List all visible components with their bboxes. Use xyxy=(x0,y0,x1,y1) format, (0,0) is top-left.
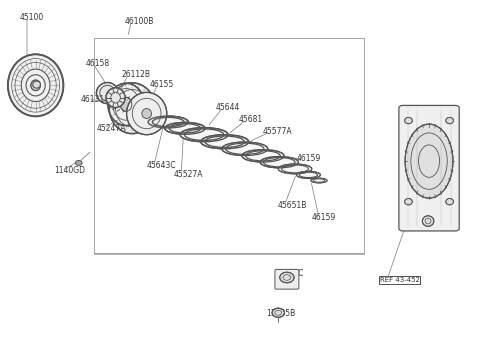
Text: 45100: 45100 xyxy=(20,13,44,22)
Text: 26112B: 26112B xyxy=(121,69,150,79)
Ellipse shape xyxy=(108,83,144,126)
Text: REF 43-452: REF 43-452 xyxy=(380,277,420,283)
Ellipse shape xyxy=(280,272,294,283)
Text: 46131: 46131 xyxy=(81,95,105,104)
Ellipse shape xyxy=(148,116,188,128)
Ellipse shape xyxy=(311,178,327,183)
Text: 46158: 46158 xyxy=(86,59,110,68)
Ellipse shape xyxy=(33,81,40,88)
Text: 45643C: 45643C xyxy=(147,161,176,170)
Ellipse shape xyxy=(405,124,453,198)
Ellipse shape xyxy=(106,88,125,108)
Text: 45681: 45681 xyxy=(239,115,263,124)
Ellipse shape xyxy=(165,122,205,134)
Ellipse shape xyxy=(297,171,321,178)
Ellipse shape xyxy=(422,216,434,226)
Ellipse shape xyxy=(405,118,412,124)
Ellipse shape xyxy=(180,128,228,142)
Ellipse shape xyxy=(75,160,82,165)
Ellipse shape xyxy=(242,150,284,162)
Ellipse shape xyxy=(120,97,132,112)
FancyBboxPatch shape xyxy=(399,105,459,231)
Ellipse shape xyxy=(446,199,454,205)
Ellipse shape xyxy=(201,135,249,149)
Ellipse shape xyxy=(142,109,152,119)
Text: 45644: 45644 xyxy=(216,103,240,112)
Ellipse shape xyxy=(446,118,454,124)
Text: 46100B: 46100B xyxy=(124,17,154,25)
Ellipse shape xyxy=(96,82,119,104)
Text: 46120C: 46120C xyxy=(275,269,304,279)
Text: 46159: 46159 xyxy=(297,154,321,163)
Ellipse shape xyxy=(272,308,285,317)
Text: 45577A: 45577A xyxy=(263,127,293,136)
Ellipse shape xyxy=(278,164,312,174)
Ellipse shape xyxy=(260,156,299,168)
Text: 45527A: 45527A xyxy=(174,170,204,179)
FancyBboxPatch shape xyxy=(275,269,299,289)
Text: 11405B: 11405B xyxy=(266,309,296,318)
Text: 45651B: 45651B xyxy=(277,201,307,210)
Text: 46155: 46155 xyxy=(150,80,174,89)
Ellipse shape xyxy=(31,80,40,91)
Ellipse shape xyxy=(127,92,167,135)
Text: 45247A: 45247A xyxy=(96,124,126,133)
Ellipse shape xyxy=(109,83,156,133)
Text: 1140GD: 1140GD xyxy=(54,166,85,175)
Ellipse shape xyxy=(8,54,63,116)
Ellipse shape xyxy=(405,199,412,205)
Ellipse shape xyxy=(222,142,268,155)
Text: 46159: 46159 xyxy=(312,213,336,222)
